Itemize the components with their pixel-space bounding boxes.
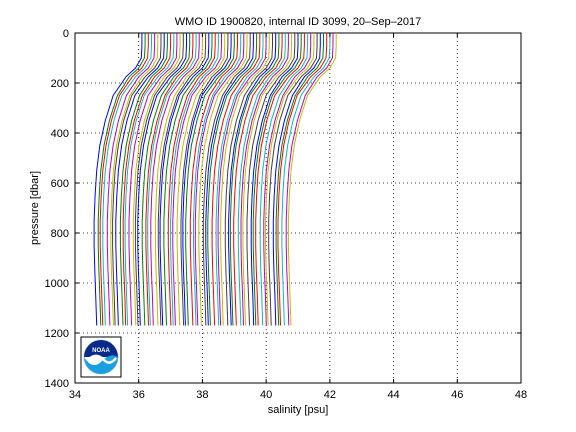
profile-line bbox=[167, 33, 216, 326]
y-tick-label: 600 bbox=[51, 178, 69, 190]
profile-line bbox=[112, 33, 162, 326]
x-tick-label: 38 bbox=[196, 389, 208, 401]
profile-line bbox=[97, 33, 146, 326]
profile-line bbox=[233, 33, 283, 326]
profile-line bbox=[93, 33, 143, 326]
profile-line bbox=[250, 33, 299, 326]
profile-line bbox=[185, 33, 235, 326]
profile-line bbox=[102, 33, 152, 326]
profile-line bbox=[237, 33, 286, 326]
y-axis-label: pressure [dbar] bbox=[29, 171, 41, 245]
profile-line bbox=[159, 33, 210, 326]
y-tick-label: 1400 bbox=[45, 378, 69, 390]
profile-line bbox=[263, 33, 312, 326]
profile-line bbox=[147, 33, 197, 326]
x-tick-label: 34 bbox=[69, 389, 81, 401]
y-tick-label: 200 bbox=[51, 78, 69, 90]
x-axis-label: salinity [psu] bbox=[268, 404, 329, 416]
profile-line bbox=[141, 33, 191, 326]
profile-line bbox=[110, 33, 159, 326]
profile-line bbox=[150, 33, 200, 326]
profile-line bbox=[122, 33, 172, 326]
series-group bbox=[93, 33, 337, 326]
profile-line bbox=[128, 33, 178, 326]
profile-line bbox=[202, 33, 251, 326]
profile-line bbox=[205, 33, 254, 326]
profile-line bbox=[246, 33, 296, 326]
profile-line bbox=[119, 33, 168, 326]
profile-line bbox=[154, 33, 203, 326]
profile-line bbox=[275, 33, 324, 326]
svg-text:NOAA: NOAA bbox=[92, 348, 110, 354]
profile-line bbox=[163, 33, 213, 326]
y-tick-label: 0 bbox=[63, 28, 69, 40]
profile-line bbox=[215, 33, 264, 326]
y-tick-label: 400 bbox=[51, 128, 69, 140]
x-tick-label: 40 bbox=[260, 389, 272, 401]
profile-line bbox=[211, 33, 261, 326]
profile-line bbox=[207, 33, 258, 326]
profile-line bbox=[240, 33, 289, 326]
profile-line bbox=[255, 33, 305, 326]
profile-line bbox=[287, 33, 337, 326]
profile-line bbox=[172, 33, 222, 326]
x-tick-label: 46 bbox=[451, 389, 463, 401]
x-tick-label: 42 bbox=[324, 389, 336, 401]
x-tick-label: 48 bbox=[515, 389, 527, 401]
profile-line bbox=[132, 33, 181, 326]
profile-line bbox=[106, 33, 156, 326]
profile-line bbox=[268, 33, 318, 326]
profile-line bbox=[176, 33, 226, 326]
profile-line bbox=[115, 33, 165, 326]
chart-title: WMO ID 1900820, internal ID 3099, 20–Sep… bbox=[175, 16, 421, 28]
noaa-logo: NOAA bbox=[80, 336, 122, 378]
profile-line bbox=[265, 33, 315, 326]
y-tick-label: 800 bbox=[51, 228, 69, 240]
profile-line bbox=[134, 33, 184, 326]
profile-line bbox=[189, 33, 238, 326]
profile-line bbox=[194, 33, 245, 326]
profile-line bbox=[242, 33, 293, 326]
profile-line bbox=[228, 33, 277, 326]
profile-line bbox=[99, 33, 149, 326]
profile-line bbox=[124, 33, 175, 326]
profile-line bbox=[193, 33, 242, 326]
profile-line bbox=[217, 33, 267, 326]
profile-line bbox=[180, 33, 229, 326]
profile-line bbox=[198, 33, 248, 326]
y-tick-label: 1200 bbox=[45, 328, 69, 340]
profile-line bbox=[229, 33, 280, 326]
profile-line bbox=[252, 33, 302, 326]
profile-line bbox=[259, 33, 309, 326]
profile-line bbox=[281, 33, 331, 326]
profile-line bbox=[170, 33, 219, 326]
profile-line bbox=[220, 33, 270, 326]
profile-line bbox=[272, 33, 321, 326]
profile-line bbox=[285, 33, 334, 326]
profile-line bbox=[182, 33, 232, 326]
y-tick-label: 1000 bbox=[45, 278, 69, 290]
profile-line bbox=[224, 33, 273, 326]
x-tick-label: 44 bbox=[387, 389, 399, 401]
ticks: 34 36 38 40 42 44 46 48 0 200 400 600 800 1000 1200 140… bbox=[45, 28, 528, 401]
profile-line bbox=[157, 33, 207, 326]
profile-line bbox=[277, 33, 328, 326]
x-tick-label: 36 bbox=[133, 389, 145, 401]
profile-line bbox=[137, 33, 187, 326]
profile-line bbox=[145, 33, 194, 326]
